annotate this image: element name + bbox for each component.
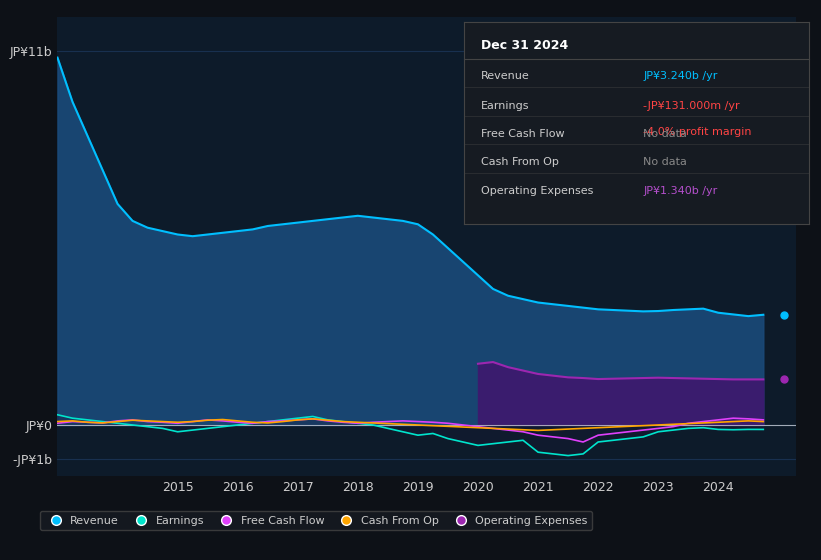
Text: Earnings: Earnings xyxy=(481,101,530,111)
Text: -4.0% profit margin: -4.0% profit margin xyxy=(643,127,752,137)
Text: JP¥3.240b /yr: JP¥3.240b /yr xyxy=(643,71,718,81)
Text: -JP¥131.000m /yr: -JP¥131.000m /yr xyxy=(643,101,740,111)
Text: Cash From Op: Cash From Op xyxy=(481,157,559,167)
Text: No data: No data xyxy=(643,129,687,139)
Legend: Revenue, Earnings, Free Cash Flow, Cash From Op, Operating Expenses: Revenue, Earnings, Free Cash Flow, Cash … xyxy=(40,511,592,530)
Text: Dec 31 2024: Dec 31 2024 xyxy=(481,39,568,52)
Text: Operating Expenses: Operating Expenses xyxy=(481,186,594,195)
Text: Free Cash Flow: Free Cash Flow xyxy=(481,129,565,139)
Text: JP¥1.340b /yr: JP¥1.340b /yr xyxy=(643,186,718,195)
Text: Revenue: Revenue xyxy=(481,71,530,81)
Text: No data: No data xyxy=(643,157,687,167)
